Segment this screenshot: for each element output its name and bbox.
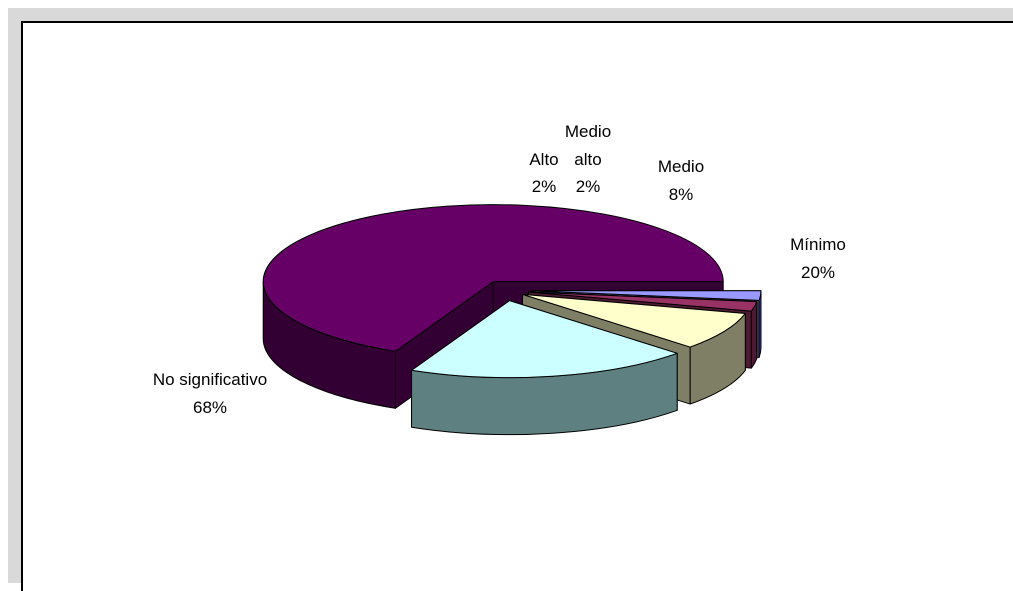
data-label-value-minimo: 20%: [801, 263, 835, 282]
pie-slice-top-no-significativo: [262, 204, 724, 352]
frame-shadow-left: [8, 8, 21, 583]
data-label-value-no-significativo: 68%: [193, 398, 227, 417]
data-label-name-medio-alto: Medio: [565, 122, 611, 141]
pie-slice-top-minimo: [411, 300, 678, 379]
data-label-name-no-significativo: No significativo: [153, 370, 267, 389]
pie-slice-top-alto: [530, 290, 762, 301]
pie-slice-rim-medio-alto: [750, 301, 758, 369]
pie-slice-top-medio-alto: [528, 291, 758, 312]
pie-slice-top-medio: [522, 293, 746, 348]
data-label-medio: Medio 8%: [658, 157, 704, 204]
data-label-name-minimo: Mínimo: [790, 235, 846, 254]
data-label-no-significativo: No significativo 68%: [153, 370, 267, 417]
data-label-minimo: Mínimo 20%: [790, 235, 846, 282]
data-label-name-medio: Medio: [658, 157, 704, 176]
data-label-value-alto: 2%: [532, 177, 557, 196]
data-label-name-medio-alto: alto: [574, 150, 601, 169]
data-label-value-medio-alto: 2%: [576, 177, 601, 196]
data-label-medio-alto: Medio alto 2%: [565, 122, 611, 196]
frame-shadow-top: [8, 8, 1013, 21]
pie-slice-minimo: [411, 300, 678, 436]
data-label-alto: Alto 2%: [529, 150, 558, 196]
data-label-name-alto: Alto: [529, 150, 558, 169]
data-label-value-medio: 8%: [669, 185, 694, 204]
